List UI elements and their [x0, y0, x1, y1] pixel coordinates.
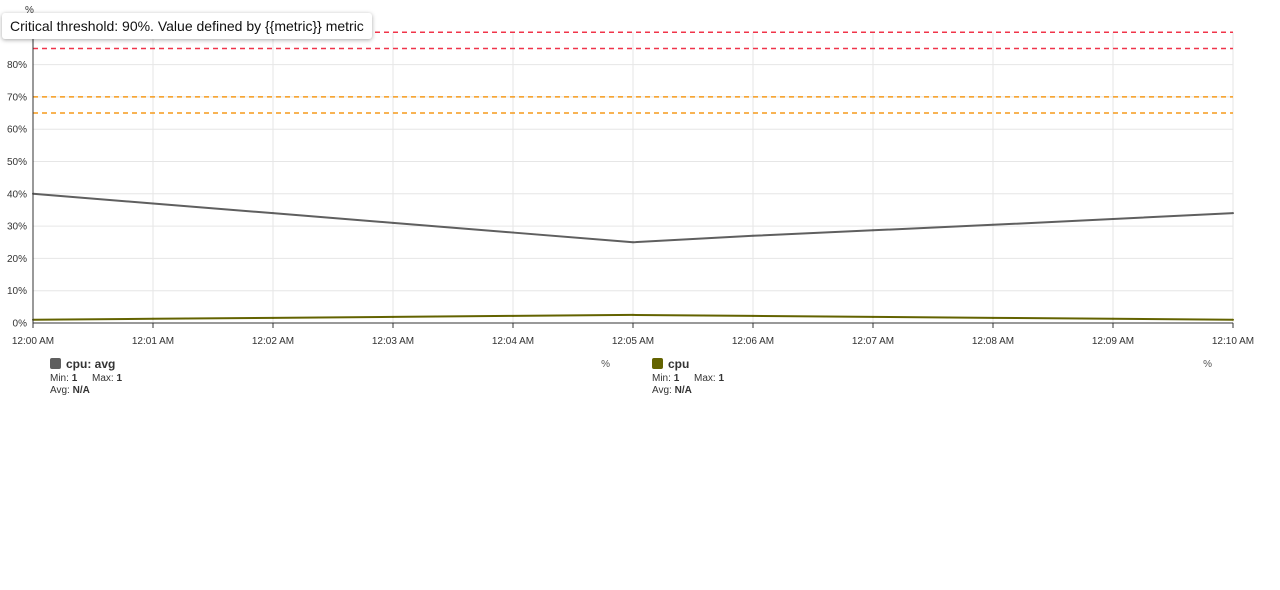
- legend-avg-label: Avg:: [652, 385, 672, 396]
- series-point-0: [872, 229, 874, 232]
- y-tick-label: 40%: [7, 189, 27, 200]
- series-point-1: [872, 315, 874, 318]
- y-tick-label: 20%: [7, 254, 27, 265]
- legend-min-value: 1: [71, 373, 78, 384]
- x-tick-label: 12:03 AM: [372, 336, 414, 347]
- y-tick-label: 50%: [7, 157, 27, 168]
- series-point-0: [152, 202, 154, 205]
- series-point-1: [992, 316, 994, 319]
- series-point-1: [392, 315, 394, 318]
- series-point-0: [1112, 217, 1114, 220]
- x-tick-label: 12:01 AM: [132, 336, 174, 347]
- legend-max-label: Max:: [92, 373, 114, 384]
- x-tick-label: 12:06 AM: [732, 336, 774, 347]
- legend-avg-label: Avg:: [50, 385, 70, 396]
- x-tick-label: 12:08 AM: [972, 336, 1014, 347]
- series-point-1: [272, 316, 274, 319]
- y-tick-label: 30%: [7, 222, 27, 233]
- legend-avg-value: N/A: [674, 385, 692, 396]
- grid-lines: [32, 32, 1234, 324]
- legend-series-name: cpu: [668, 357, 690, 371]
- series-point-0: [752, 234, 754, 237]
- series-point-0: [632, 241, 634, 244]
- series-point-1: [752, 314, 754, 317]
- series-point-1: [1112, 317, 1114, 320]
- y-axis-unit-label: %: [25, 5, 34, 16]
- legend-series-name: cpu: avg: [66, 357, 116, 371]
- legend-item-cpu-avg[interactable]: cpu: avg % Min: 1 Max: 1 Avg: N/A: [50, 357, 610, 397]
- x-tick-label: 12:10 AM: [1212, 336, 1254, 347]
- x-tick-label: 12:04 AM: [492, 336, 534, 347]
- legend-avg-value: N/A: [72, 385, 90, 396]
- series-point-1: [632, 313, 634, 316]
- x-tick-label: 12:07 AM: [852, 336, 894, 347]
- threshold-tooltip: Critical threshold: 90%. Value defined b…: [2, 13, 372, 39]
- legend-max-value: 1: [116, 373, 123, 384]
- series-point-0: [512, 231, 514, 234]
- legend-item-cpu[interactable]: cpu % Min: 1 Max: 1 Avg: N/A: [652, 357, 1212, 397]
- series-lines: [32, 192, 1234, 321]
- cpu-line-chart: 0% 10% 20% 30% 40% 50% 60% 70% 80% 12:00 AM 12:01 …: [7, 5, 1254, 347]
- x-tick-label: 12:00 AM: [12, 336, 54, 347]
- legend-unit: %: [1203, 359, 1212, 370]
- y-tick-label: 60%: [7, 125, 27, 136]
- y-tick-label: 80%: [7, 60, 27, 71]
- legend-min-label: Min:: [652, 373, 671, 384]
- legend-swatch: [652, 358, 663, 369]
- legend-min-label: Min:: [50, 373, 69, 384]
- series-point-1: [512, 314, 514, 317]
- series-point-1: [152, 317, 154, 320]
- series-point-0: [1232, 212, 1234, 215]
- axes: [32, 32, 1234, 328]
- legend-max-label: Max:: [694, 373, 716, 384]
- x-tick-label: 12:02 AM: [252, 336, 294, 347]
- legend-min-value: 1: [673, 373, 680, 384]
- legend-unit: %: [601, 359, 610, 370]
- y-tick-label: 70%: [7, 92, 27, 103]
- series-point-0: [272, 212, 274, 215]
- x-tick-label: 12:05 AM: [612, 336, 654, 347]
- tick-labels: 0% 10% 20% 30% 40% 50% 60% 70% 80% 12:00 AM 12:01 …: [7, 5, 1254, 347]
- series-point-0: [392, 221, 394, 224]
- legend-max-value: 1: [718, 373, 725, 384]
- series-point-0: [992, 223, 994, 226]
- series-point-1: [1232, 318, 1234, 321]
- legend-swatch: [50, 358, 61, 369]
- y-tick-label: 10%: [7, 286, 27, 297]
- x-tick-label: 12:09 AM: [1092, 336, 1134, 347]
- y-tick-label: 0%: [13, 319, 28, 330]
